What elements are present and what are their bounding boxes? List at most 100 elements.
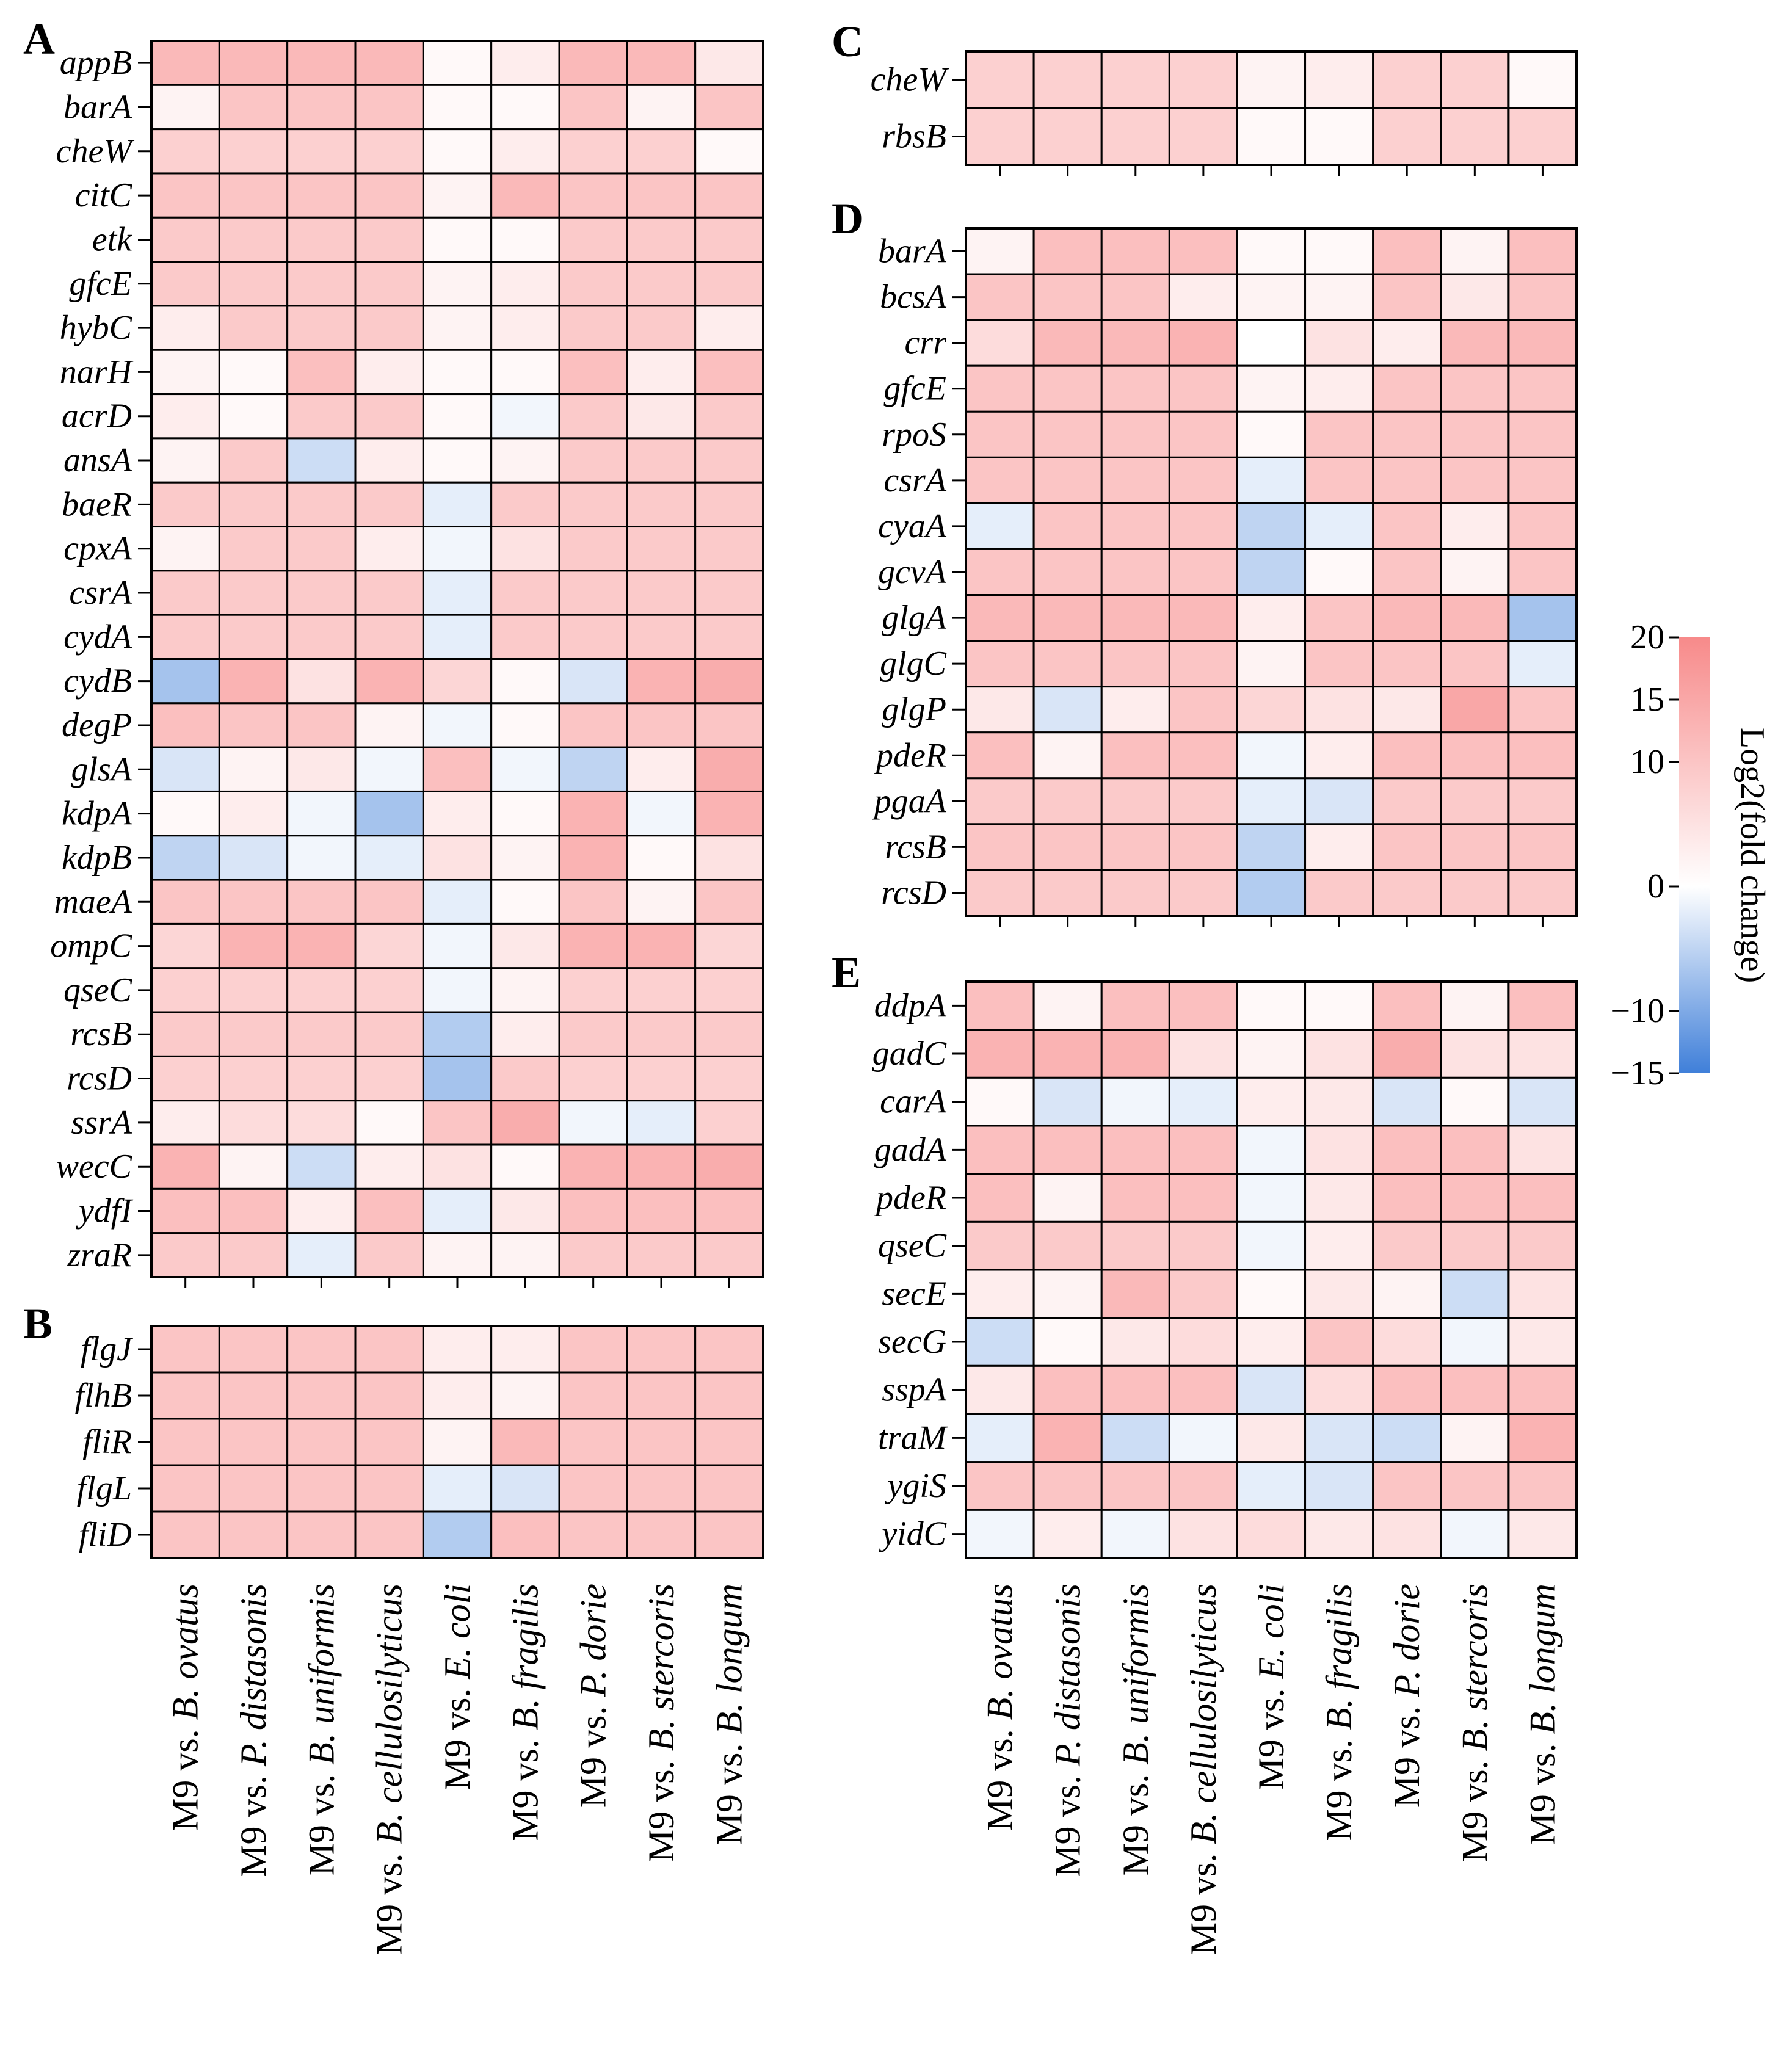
- row-label: glgP: [882, 690, 946, 728]
- heatmap-cell: [150, 658, 220, 705]
- heatmap-cell: [1507, 319, 1578, 367]
- heatmap-cell: [558, 790, 628, 837]
- heatmap-cell: [1032, 227, 1103, 275]
- column-label: M9 vs. P. dorie: [1387, 1584, 1427, 1808]
- row-label: csrA: [69, 574, 132, 612]
- heatmap-cell: [1100, 823, 1170, 871]
- heatmap-cell: [422, 967, 493, 1013]
- heatmap-cell: [150, 746, 220, 792]
- heatmap-cell: [1440, 273, 1510, 321]
- heatmap-cell: [694, 835, 764, 881]
- heatmap-cell: [1236, 823, 1307, 871]
- heatmap-cell: [558, 658, 628, 705]
- heatmap-cell: [626, 879, 697, 925]
- heatmap-cell: [286, 437, 357, 484]
- heatmap-cell: [490, 835, 560, 881]
- column-label: M9 vs. B. cellulosilyticus: [369, 1584, 410, 1955]
- row-label: cheW: [56, 132, 135, 170]
- heatmap-cell: [1032, 1413, 1103, 1463]
- row-label: kdpA: [62, 795, 132, 833]
- heatmap-cell: [1304, 319, 1374, 367]
- heatmap-cell: [1440, 410, 1510, 458]
- heatmap-cell: [490, 614, 560, 661]
- heatmap-cell: [1440, 319, 1510, 367]
- heatmap-cell: [150, 570, 220, 616]
- heatmap-cell: [1440, 640, 1510, 688]
- heatmap-cell: [354, 84, 424, 131]
- heatmap-cell: [1372, 1364, 1442, 1415]
- heatmap-cell: [1100, 1125, 1170, 1175]
- heatmap-cell: [354, 1232, 424, 1278]
- heatmap-cell: [1168, 1269, 1238, 1319]
- heatmap-cell: [1507, 273, 1578, 321]
- heatmap-cell: [1440, 1076, 1510, 1127]
- column-label-prefix: M9 vs.: [573, 1697, 614, 1808]
- heatmap-cell: [1372, 869, 1442, 917]
- heatmap-cell: [490, 349, 560, 396]
- heatmap-cell: [558, 570, 628, 616]
- heatmap-cell: [218, 702, 289, 748]
- heatmap-cell: [1100, 1269, 1170, 1319]
- heatmap-cell: [422, 1464, 493, 1513]
- heatmap-cell: [558, 1371, 628, 1420]
- heatmap-cell: [218, 526, 289, 572]
- heatmap-cell: [150, 1232, 220, 1278]
- heatmap-cell: [1168, 777, 1238, 825]
- heatmap-cell: [558, 40, 628, 86]
- heatmap-cell: [1100, 980, 1170, 1031]
- row-label: qseC: [878, 1227, 947, 1265]
- column-label-prefix: M9 vs.: [1319, 1730, 1359, 1841]
- heatmap-cell: [1304, 107, 1374, 166]
- heatmap-cell: [1372, 364, 1442, 413]
- heatmap-cell: [1507, 1173, 1578, 1223]
- heatmap-cell: [558, 1510, 628, 1559]
- column-label: M9 vs. B. fragilis: [1319, 1584, 1359, 1841]
- column-label-prefix: M9 vs.: [301, 1765, 341, 1876]
- heatmap-cell: [1372, 410, 1442, 458]
- heatmap-cell: [286, 967, 357, 1013]
- heatmap-cell: [1032, 502, 1103, 550]
- heatmap-cell: [218, 922, 289, 969]
- heatmap-cell: [626, 1510, 697, 1559]
- heatmap-cell: [354, 922, 424, 969]
- heatmap-cell: [150, 879, 220, 925]
- heatmap-cell: [1304, 548, 1374, 596]
- colorbar-tick-label: 15: [1630, 681, 1664, 719]
- heatmap-cell: [626, 658, 697, 705]
- heatmap-cell: [626, 128, 697, 175]
- heatmap-cell: [965, 1509, 1035, 1559]
- heatmap-cell: [1236, 640, 1307, 688]
- heatmap-cell: [1236, 319, 1307, 367]
- heatmap-cell: [1032, 456, 1103, 504]
- heatmap-cell: [422, 746, 493, 792]
- heatmap-cell: [1100, 319, 1170, 367]
- heatmap-cell: [490, 1371, 560, 1420]
- heatmap-cell: [1440, 686, 1510, 734]
- row-label: cheW: [871, 61, 949, 99]
- heatmap-cell: [218, 1143, 289, 1190]
- heatmap-cell: [558, 835, 628, 881]
- heatmap-cell: [150, 835, 220, 881]
- heatmap-cell: [558, 1055, 628, 1102]
- heatmap-cell: [1304, 410, 1374, 458]
- heatmap-cell: [1032, 410, 1103, 458]
- column-label-prefix: M9 vs.: [505, 1730, 545, 1841]
- row-label: qseC: [63, 971, 132, 1009]
- heatmap-cell: [286, 261, 357, 307]
- column-label-species: B. longum: [1522, 1584, 1562, 1734]
- heatmap-cell: [1032, 1364, 1103, 1415]
- heatmap-cell: [558, 1418, 628, 1466]
- heatmap-cell: [1304, 1317, 1374, 1367]
- heatmap-cell: [490, 1232, 560, 1278]
- heatmap-cell: [1507, 410, 1578, 458]
- heatmap-cell: [694, 305, 764, 351]
- heatmap-cell: [422, 790, 493, 837]
- heatmap-cell: [1236, 107, 1307, 166]
- heatmap-cell: [1100, 364, 1170, 413]
- heatmap-cell: [422, 1325, 493, 1374]
- row-label: rcsB: [885, 828, 946, 866]
- heatmap-cell: [965, 1364, 1035, 1415]
- heatmap-cell: [694, 128, 764, 175]
